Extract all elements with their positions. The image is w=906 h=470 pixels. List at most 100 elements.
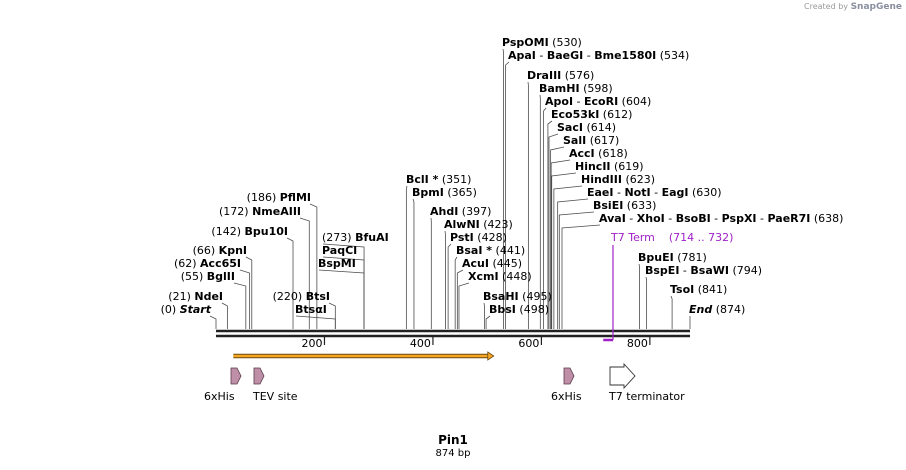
primer-t7-term[interactable]: T7 Term (714 .. 732) xyxy=(603,231,733,342)
site-nmeaiii[interactable]: (172) NmeAIII xyxy=(219,205,301,218)
site-label-bbsi[interactable]: BbsI (498) xyxy=(489,303,549,316)
site-label-bsai[interactable]: BsaI * (441) xyxy=(456,244,525,257)
site-eco53ki[interactable]: Eco53kI (612) xyxy=(551,108,632,121)
site-bsahi[interactable]: BsaHI (495) xyxy=(483,290,552,303)
site-label-bpu10i[interactable]: (142) Bpu10I xyxy=(211,225,288,238)
ruler-tick-label: 800 xyxy=(627,337,648,350)
site-bfuai[interactable]: (273) BfuAI xyxy=(322,231,389,244)
site-label-end[interactable]: End (874) xyxy=(689,303,745,316)
orf-arrow[interactable] xyxy=(233,351,495,361)
site-apai-baegi-bme1580i[interactable]: ApaI - BaeGI - Bme1580I (534) xyxy=(508,49,689,62)
site-label-bspmi[interactable]: BspMI xyxy=(318,257,356,270)
site-label-ahdi[interactable]: AhdI (397) xyxy=(430,205,491,218)
site-saci[interactable]: SacI (614) xyxy=(557,121,616,134)
site-pspomi[interactable]: PspOMI (530) xyxy=(502,36,582,49)
site-enzyme-name: PflMI xyxy=(280,191,311,204)
site-enzyme-name: BtsαI xyxy=(295,303,327,316)
site-btsi[interactable]: (220) BtsI xyxy=(273,290,330,303)
site-hincii[interactable]: HincII (619) xyxy=(575,160,644,173)
site-label-apoi-ecori[interactable]: ApoI - EcoRI (604) xyxy=(545,95,651,108)
site-label-hindiii[interactable]: HindIII (623) xyxy=(581,173,655,186)
site-xcmi[interactable]: XcmI (448) xyxy=(468,270,532,283)
site-bcli[interactable]: BclI * (351) xyxy=(406,173,471,186)
site-bglii[interactable]: (55) BglII xyxy=(181,270,235,283)
feature-t7-terminator[interactable]: T7 terminator xyxy=(608,362,685,403)
site-acc65i[interactable]: (62) Acc65I xyxy=(174,257,241,270)
feature-6xhis[interactable]: 6xHis xyxy=(204,367,242,403)
site-alwni[interactable]: AlwNI (423) xyxy=(444,218,513,231)
site-leader-line xyxy=(295,315,336,329)
site-acci[interactable]: AccI (618) xyxy=(569,147,628,160)
site-sali[interactable]: SalI (617) xyxy=(563,134,619,147)
site-label-sali[interactable]: SalI (617) xyxy=(563,134,619,147)
site-label-pflmi[interactable]: (186) PflMI xyxy=(247,191,311,204)
site-label-bcli[interactable]: BclI * (351) xyxy=(406,173,471,186)
feature-tev-site[interactable]: TEV site xyxy=(252,367,298,403)
site-bbsi[interactable]: BbsI (498) xyxy=(489,303,549,316)
site-label-apai-baegi-bme1580i[interactable]: ApaI - BaeGI - Bme1580I (534) xyxy=(508,49,689,62)
site-kpni[interactable]: (66) KpnI xyxy=(193,244,247,257)
site-bspei-bsawi[interactable]: BspEI - BsaWI (794) xyxy=(645,264,762,277)
site-label-btsi[interactable]: (220) BtsI xyxy=(273,290,330,303)
site-avai-xhoi-bsobi-pspxi-paer7i[interactable]: AvaI - XhoI - BsoBI - PspXI - PaeR7I (63… xyxy=(599,212,843,225)
site-ndei[interactable]: (21) NdeI xyxy=(168,290,223,303)
site-position: (351) xyxy=(438,173,471,186)
site-label-hincii[interactable]: HincII (619) xyxy=(575,160,644,173)
site-tsoi[interactable]: TsoI (841) xyxy=(670,283,727,296)
site-label-kpni[interactable]: (66) KpnI xyxy=(193,244,247,257)
site-label-draiii[interactable]: DraIII (576) xyxy=(527,69,594,82)
site-label-paqci[interactable]: PaqCI xyxy=(322,244,357,257)
site-paqci[interactable]: PaqCI xyxy=(322,244,357,257)
site-label-tsoi[interactable]: TsoI (841) xyxy=(670,283,727,296)
site-label-eco53ki[interactable]: Eco53kI (612) xyxy=(551,108,632,121)
site-bsai[interactable]: BsaI * (441) xyxy=(456,244,525,257)
feature-6xhis[interactable]: 6xHis xyxy=(551,367,582,403)
site-enzyme-name: BclI * xyxy=(406,173,439,186)
site-label-start[interactable]: (0) Start xyxy=(161,303,212,316)
site-label-alwni[interactable]: AlwNI (423) xyxy=(444,218,513,231)
site-bamhi[interactable]: BamHI (598) xyxy=(539,82,613,95)
site-label-bpuei[interactable]: BpuEI (781) xyxy=(638,251,707,264)
site-label-xcmi[interactable]: XcmI (448) xyxy=(468,270,532,283)
site-label-acci[interactable]: AccI (618) xyxy=(569,147,628,160)
site-bts-i[interactable]: BtsαI xyxy=(295,303,327,316)
site-label-acc65i[interactable]: (62) Acc65I xyxy=(174,257,241,270)
site-draiii[interactable]: DraIII (576) xyxy=(527,69,594,82)
site-label-bfuai[interactable]: (273) BfuAI xyxy=(322,231,389,244)
site-enzyme-name: Bme1580I xyxy=(594,49,656,62)
site-label-bts-i[interactable]: BtsαI xyxy=(295,303,327,316)
site-label-bpmi[interactable]: BpmI (365) xyxy=(412,186,477,199)
site-label-bsahi[interactable]: BsaHI (495) xyxy=(483,290,552,303)
site-position: (273) xyxy=(322,231,355,244)
site-bpuei[interactable]: BpuEI (781) xyxy=(638,251,707,264)
site-hindiii[interactable]: HindIII (623) xyxy=(581,173,655,186)
site-bsiei[interactable]: BsiEI (633) xyxy=(593,199,656,212)
site-label-bglii[interactable]: (55) BglII xyxy=(181,270,235,283)
site-bpu10i[interactable]: (142) Bpu10I xyxy=(211,225,288,238)
site-label-acui[interactable]: AcuI (445) xyxy=(462,257,522,270)
site-label-nmeaiii[interactable]: (172) NmeAIII xyxy=(219,205,301,218)
site-apoi-ecori[interactable]: ApoI - EcoRI (604) xyxy=(545,95,651,108)
site-label-avai-xhoi-bsobi-pspxi-paer7i[interactable]: AvaI - XhoI - BsoBI - PspXI - PaeR7I (63… xyxy=(599,212,843,225)
site-label-ndei[interactable]: (21) NdeI xyxy=(168,290,223,303)
site-label-bspei-bsawi[interactable]: BspEI - BsaWI (794) xyxy=(645,264,762,277)
site-end[interactable]: End (874) xyxy=(689,303,745,316)
site-label-pspomi[interactable]: PspOMI (530) xyxy=(502,36,582,49)
site-pflmi[interactable]: (186) PflMI xyxy=(247,191,311,204)
site-enzyme-name: PaeR7I xyxy=(768,212,811,225)
site-psti[interactable]: PstI (428) xyxy=(450,231,507,244)
site-bpmi[interactable]: BpmI (365) xyxy=(412,186,477,199)
site-start[interactable]: (0) Start xyxy=(161,303,212,316)
site-label-eaei-noti-eagi[interactable]: EaeI - NotI - EagI (630) xyxy=(587,186,722,199)
site-label-saci[interactable]: SacI (614) xyxy=(557,121,616,134)
site-label-bsiei[interactable]: BsiEI (633) xyxy=(593,199,656,212)
site-acui[interactable]: AcuI (445) xyxy=(462,257,522,270)
site-position: (623) xyxy=(622,173,655,186)
site-label-psti[interactable]: PstI (428) xyxy=(450,231,507,244)
site-label-bamhi[interactable]: BamHI (598) xyxy=(539,82,613,95)
site-ahdi[interactable]: AhdI (397) xyxy=(430,205,491,218)
primer-label: T7 Term (714 .. 732) xyxy=(610,231,733,244)
site-eaei-noti-eagi[interactable]: EaeI - NotI - EagI (630) xyxy=(587,186,722,199)
site-enzyme-name: DraIII xyxy=(527,69,561,82)
site-bspmi[interactable]: BspMI xyxy=(318,257,356,270)
